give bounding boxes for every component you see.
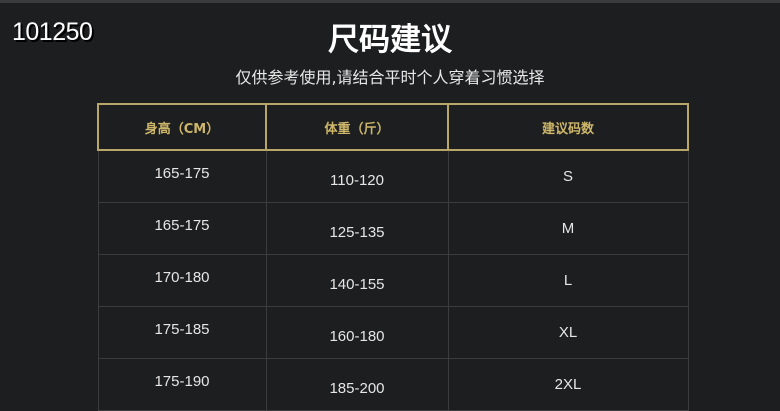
cell-height: 170-180	[97, 254, 267, 307]
cell-weight: 160-180	[265, 306, 449, 359]
table-row: 165-175 110-120 S	[97, 149, 689, 203]
table-row: 165-175 125-135 M	[97, 202, 689, 255]
top-border	[0, 0, 780, 3]
cell-size: S	[447, 149, 689, 203]
cell-size: L	[447, 254, 689, 307]
cell-height: 165-175	[97, 202, 267, 255]
table-row: 175-190 185-200 2XL	[97, 358, 689, 411]
cell-weight: 185-200	[265, 358, 449, 411]
cell-weight: 140-155	[265, 254, 449, 307]
header-size: 建议码数	[447, 103, 689, 151]
cell-size: 2XL	[447, 358, 689, 411]
cell-height: 175-185	[97, 306, 267, 359]
cell-height: 175-190	[97, 358, 267, 411]
cell-weight: 110-120	[265, 149, 449, 203]
table-row: 170-180 140-155 L	[97, 254, 689, 307]
cell-weight: 125-135	[265, 202, 449, 255]
table-row: 175-185 160-180 XL	[97, 306, 689, 359]
header-weight: 体重（斤）	[265, 103, 449, 151]
product-code: 101250	[12, 18, 93, 46]
header-height: 身高（CM）	[97, 103, 267, 151]
table-header-row: 身高（CM） 体重（斤） 建议码数	[97, 103, 689, 151]
cell-size: XL	[447, 306, 689, 359]
page-subtitle: 仅供参考使用,请结合平时个人穿着习惯选择	[235, 68, 545, 87]
cell-height: 165-175	[97, 149, 267, 203]
page-title: 尺码建议	[328, 22, 452, 58]
cell-size: M	[447, 202, 689, 255]
size-table: 身高（CM） 体重（斤） 建议码数 165-175 110-120 S 165-…	[97, 103, 689, 411]
